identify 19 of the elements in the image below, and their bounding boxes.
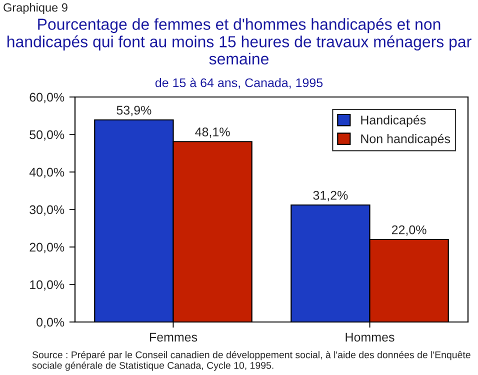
chart-subtitle: de 15 à 64 ans, Canada, 1995 [155,78,323,89]
x-tick-label: Hommes [346,332,394,342]
source-note: Source : Préparé par le Conseil canadien de développement social, à l'aide des données de l'Enquête sociale générale de Statistique Canada, Cycle 10, 1995. [32,351,470,371]
y-tick-label: 60,0% [30,92,64,104]
y-tick-label: 10,0% [30,280,64,291]
y-tick-label: 0,0% [36,318,64,328]
y-tick-label: 40,0% [29,168,64,178]
data-label: 48,1% [195,128,230,138]
y-tick-label: 30,0% [30,205,64,216]
y-tick-label: 20,0% [30,242,64,254]
y-tick-label: 50,0% [30,130,64,141]
x-tick-label: Femmes [150,332,198,342]
text: Graphique 9 [4,3,68,14]
data-label: 53,9% [116,106,152,116]
legend-label: Non handicapés [361,134,450,146]
data-label: 22,0% [392,225,426,236]
chart-title: Pourcentage de femmes et d'hommes handicapés et non handicapés qui font au moins 15 heures de travaux ménagers par semaine [7,18,472,65]
data-label: 31,2% [313,190,348,202]
legend-label: Handicapés [361,115,426,127]
